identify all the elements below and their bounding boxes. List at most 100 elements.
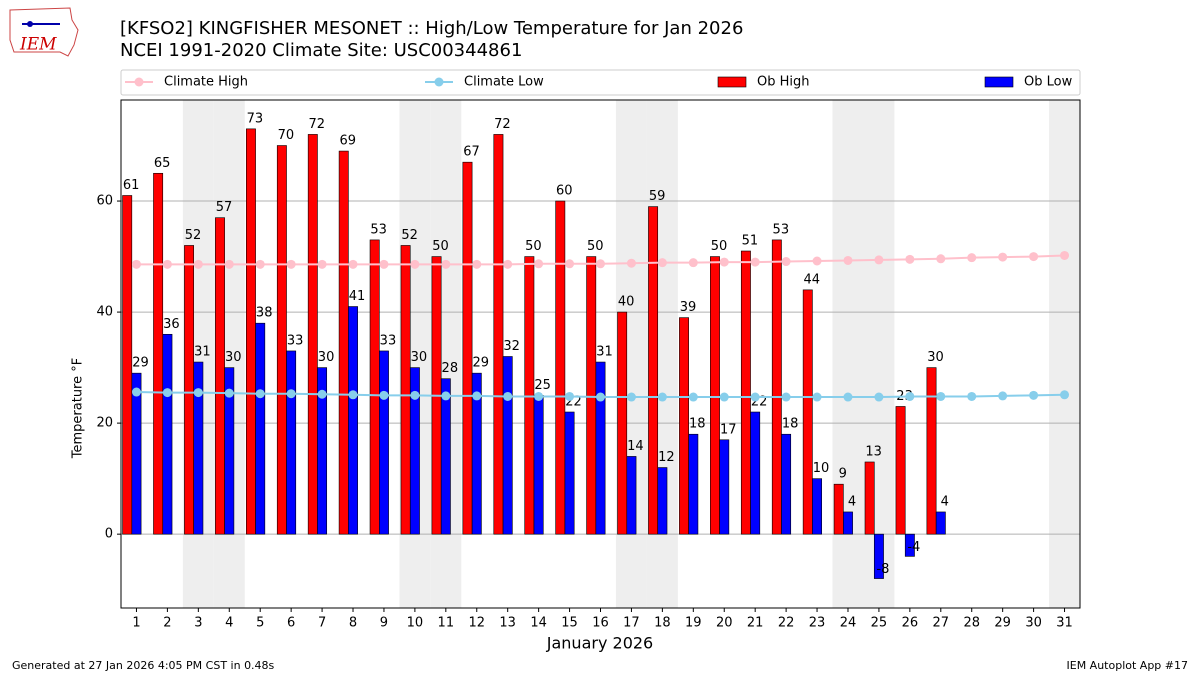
x-tick-label: 18 bbox=[654, 616, 671, 631]
line-point bbox=[936, 254, 946, 264]
line-point bbox=[688, 392, 698, 402]
x-tick-label: 23 bbox=[809, 616, 826, 631]
line-point bbox=[193, 388, 203, 398]
legend-label: Ob Low bbox=[1024, 75, 1073, 90]
x-tick-label: 2 bbox=[163, 616, 171, 631]
line-point bbox=[688, 258, 698, 268]
line-point bbox=[1060, 390, 1070, 400]
x-tick-label: 20 bbox=[716, 616, 733, 631]
line-point bbox=[998, 391, 1008, 401]
line-point bbox=[441, 259, 451, 269]
line-point bbox=[812, 392, 822, 402]
bar bbox=[740, 250, 751, 535]
line-point bbox=[472, 391, 482, 401]
line-point bbox=[348, 259, 358, 269]
chart-subtitle: NCEI 1991-2020 Climate Site: USC00344861 bbox=[120, 40, 522, 61]
bar bbox=[379, 350, 389, 535]
data-label: 4 bbox=[848, 494, 856, 509]
bar bbox=[502, 356, 513, 535]
bar bbox=[750, 411, 761, 535]
data-label: 36 bbox=[163, 317, 180, 332]
bar bbox=[338, 150, 349, 535]
bar bbox=[193, 361, 204, 535]
line-point bbox=[131, 259, 141, 269]
line-point bbox=[905, 391, 915, 401]
data-label: 50 bbox=[587, 239, 604, 254]
data-label: 72 bbox=[309, 117, 326, 132]
bar bbox=[812, 478, 822, 535]
line-point bbox=[441, 391, 451, 401]
legend-box bbox=[120, 69, 1081, 96]
data-label: 52 bbox=[401, 228, 418, 243]
bar bbox=[471, 372, 482, 535]
data-label: 59 bbox=[649, 189, 666, 204]
bar bbox=[771, 239, 782, 535]
x-tick-label: 31 bbox=[1056, 616, 1073, 631]
legend-label: Climate High bbox=[164, 75, 248, 90]
line-point bbox=[626, 392, 636, 402]
line-point bbox=[967, 253, 977, 263]
data-label: 29 bbox=[132, 356, 149, 371]
bar bbox=[131, 372, 142, 535]
line-point bbox=[534, 391, 544, 401]
x-tick-label: 27 bbox=[933, 616, 950, 631]
line-point bbox=[905, 254, 915, 264]
x-tick-label: 16 bbox=[592, 616, 609, 631]
data-label: 33 bbox=[380, 333, 397, 348]
bar bbox=[153, 172, 164, 535]
line-point bbox=[379, 259, 389, 269]
line-point bbox=[317, 259, 327, 269]
bar bbox=[369, 239, 380, 535]
y-tick-label: 20 bbox=[96, 416, 113, 431]
data-label: 50 bbox=[711, 239, 728, 254]
line-point bbox=[750, 392, 760, 402]
line-point bbox=[162, 388, 172, 398]
data-label: -8 bbox=[876, 562, 889, 577]
logo: IEM bbox=[9, 7, 79, 57]
bar bbox=[122, 195, 133, 535]
data-label: 29 bbox=[472, 356, 489, 371]
line-point bbox=[657, 258, 667, 268]
line-point bbox=[1029, 252, 1039, 262]
data-label: 30 bbox=[411, 350, 428, 365]
x-tick-label: 10 bbox=[407, 616, 424, 631]
line-point bbox=[596, 392, 605, 402]
line-point bbox=[843, 255, 853, 265]
data-label: 10 bbox=[813, 461, 830, 476]
bar bbox=[524, 256, 535, 535]
line-point bbox=[936, 391, 946, 401]
line-point bbox=[565, 391, 575, 401]
footer-left: Generated at 27 Jan 2026 4:05 PM CST in … bbox=[12, 659, 275, 672]
x-tick-label: 22 bbox=[778, 616, 795, 631]
line-point bbox=[255, 259, 265, 269]
x-tick-label: 6 bbox=[287, 616, 295, 631]
data-label: 60 bbox=[556, 184, 573, 199]
data-label: 50 bbox=[432, 239, 449, 254]
data-label: 72 bbox=[494, 117, 511, 132]
bar bbox=[679, 317, 689, 535]
data-label: 65 bbox=[154, 156, 171, 171]
line-point bbox=[750, 257, 760, 267]
bar bbox=[276, 145, 287, 535]
bar bbox=[595, 361, 606, 535]
line-point bbox=[379, 390, 389, 400]
data-label: 53 bbox=[773, 222, 790, 237]
line-point bbox=[719, 257, 729, 267]
data-label: -4 bbox=[907, 540, 920, 555]
y-tick-label: 0 bbox=[105, 527, 113, 542]
x-tick-label: 21 bbox=[747, 616, 764, 631]
line-point bbox=[472, 259, 482, 269]
bar bbox=[400, 245, 411, 535]
bar bbox=[409, 367, 420, 535]
line-point bbox=[410, 390, 420, 400]
line-point bbox=[874, 255, 884, 265]
data-label: 18 bbox=[689, 417, 706, 432]
line-point bbox=[534, 259, 544, 269]
bar bbox=[926, 367, 937, 535]
line-point bbox=[286, 389, 296, 399]
x-tick-label: 4 bbox=[225, 616, 233, 631]
x-tick-label: 12 bbox=[468, 616, 485, 631]
line-point bbox=[998, 252, 1008, 262]
bar bbox=[555, 200, 566, 535]
